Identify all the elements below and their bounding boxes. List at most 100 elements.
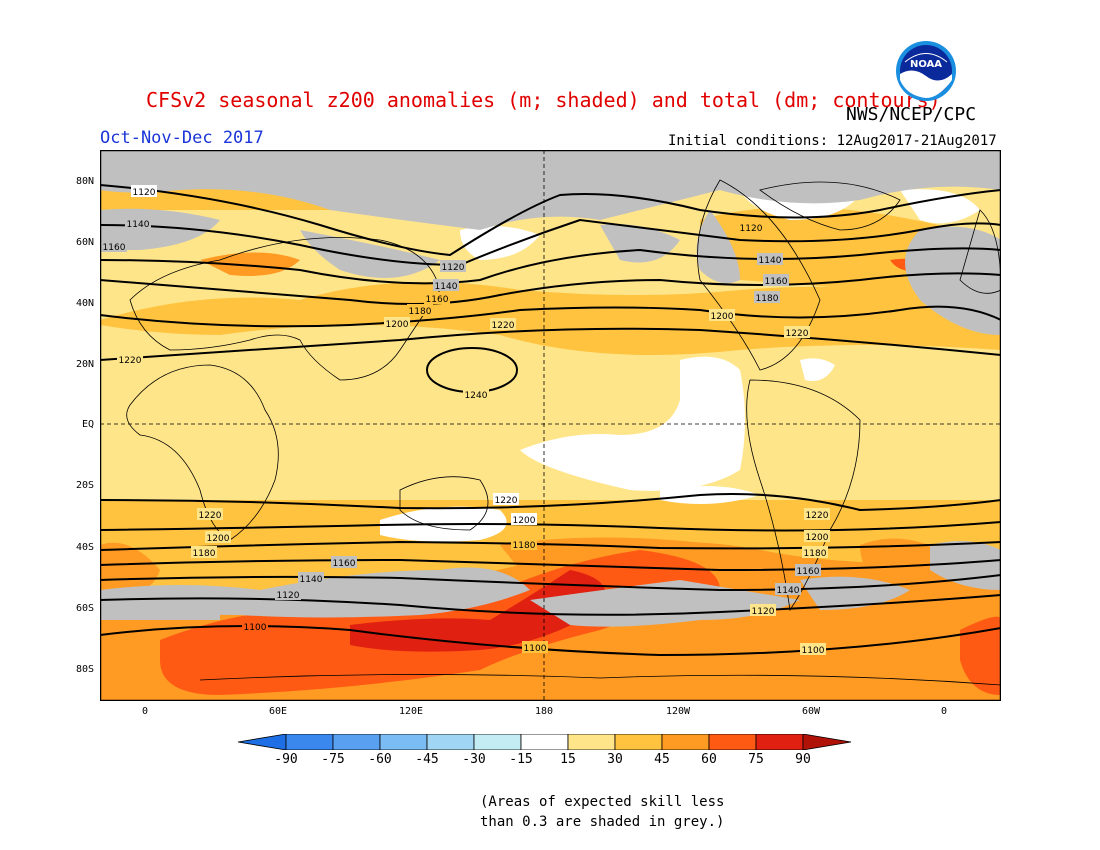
lat-label: 20N — [75, 359, 94, 370]
svg-text:1140: 1140 — [777, 586, 800, 596]
clabel-1180-d: 1180 — [511, 538, 537, 551]
svg-text:1140: 1140 — [300, 575, 323, 585]
colorbar-tick-label: -75 — [321, 752, 345, 767]
clabel-1220-a: 1220 — [117, 353, 143, 366]
colorbar-tick-label: -45 — [415, 752, 439, 767]
clabel-1200-e: 1200 — [804, 530, 830, 543]
colorbar-tick-label: 60 — [701, 752, 717, 767]
svg-text:1200: 1200 — [806, 533, 829, 543]
colorbar-tick-label: -90 — [274, 752, 298, 767]
svg-text:1160: 1160 — [103, 243, 126, 253]
svg-text:1140: 1140 — [127, 220, 150, 230]
svg-text:1120: 1120 — [277, 591, 300, 601]
contour-labels: 1240 1220 1220 1220 1220 1220 1220 1200 … — [101, 185, 830, 656]
colorbar-box — [238, 734, 287, 750]
contour-1180-north — [100, 272, 1001, 305]
clabel-1120-d: 1120 — [275, 588, 301, 601]
contour-1180 — [100, 540, 1001, 551]
clabel-1120-c: 1120 — [131, 185, 157, 198]
grid-lines — [100, 150, 1001, 701]
clabel-1140-d: 1140 — [298, 572, 324, 585]
svg-text:1200: 1200 — [711, 312, 734, 322]
contour-1140 — [100, 574, 1001, 592]
svg-text:1120: 1120 — [442, 263, 465, 273]
svg-text:1220: 1220 — [199, 511, 222, 521]
clabel-1160-a: 1160 — [424, 292, 450, 305]
colorbar-tick-label: -30 — [462, 752, 486, 767]
svg-text:1100: 1100 — [802, 646, 825, 656]
svg-text:1200: 1200 — [386, 320, 409, 330]
logo-text: NOAA — [910, 59, 942, 70]
lon-label: 60W — [801, 706, 821, 717]
contour-1160-north — [100, 247, 1001, 285]
svg-text:1120: 1120 — [133, 188, 156, 198]
lat-label: 40S — [75, 542, 94, 553]
colorbar-box — [708, 734, 757, 750]
clabel-1160-b: 1160 — [763, 274, 789, 287]
clabel-1220-f: 1220 — [804, 508, 830, 521]
svg-text:1220: 1220 — [786, 329, 809, 339]
lon-label: 120E — [398, 706, 424, 717]
svg-text:1220: 1220 — [495, 496, 518, 506]
svg-text:1180: 1180 — [193, 549, 216, 559]
season-label: Oct-Nov-Dec 2017 — [100, 128, 264, 148]
lat-label: 60S — [75, 603, 94, 614]
clabel-1200-a: 1200 — [384, 317, 410, 330]
lon-label: 120W — [665, 706, 691, 717]
agency-label: NWS/NCEP/CPC — [846, 104, 977, 125]
clabel-1140-e: 1140 — [775, 583, 801, 596]
colorbar-box — [661, 734, 710, 750]
contour-1120 — [100, 594, 1001, 616]
svg-text:1160: 1160 — [797, 567, 820, 577]
lon-label: 0 — [940, 706, 948, 717]
clabel-1140-a: 1140 — [433, 279, 459, 292]
clabel-1200-c: 1200 — [205, 531, 231, 544]
clabel-1120-a: 1120 — [440, 260, 466, 273]
clabel-1100-a: 1100 — [242, 620, 268, 633]
svg-text:1160: 1160 — [765, 277, 788, 287]
svg-text:1200: 1200 — [513, 516, 536, 526]
colorbar-box — [614, 734, 663, 750]
clabel-1100-b: 1100 — [522, 641, 548, 654]
colorbar-tick-label: 90 — [795, 752, 811, 767]
skill-note-line2: than 0.3 are shaded in grey.) — [480, 814, 725, 830]
lat-label: 80N — [75, 176, 94, 187]
contour-1140-north — [100, 218, 1001, 267]
contour-1120-north — [100, 184, 1001, 257]
clabel-1180-c: 1180 — [191, 546, 217, 559]
clabel-1180-e: 1180 — [802, 546, 828, 559]
clabel-1140-b: 1140 — [757, 253, 783, 266]
lat-label: 40N — [75, 298, 94, 309]
lon-label: 0 — [141, 706, 149, 717]
svg-text:1200: 1200 — [207, 534, 230, 544]
skill-note: (Areas of expected skill less than 0.3 a… — [480, 792, 724, 832]
clabel-1220-d: 1220 — [197, 508, 223, 521]
svg-text:1100: 1100 — [524, 644, 547, 654]
svg-text:1180: 1180 — [513, 541, 536, 551]
colorbar-box — [755, 734, 804, 750]
svg-text:1220: 1220 — [119, 356, 142, 366]
svg-text:1160: 1160 — [333, 559, 356, 569]
clabel-1160-e: 1160 — [795, 564, 821, 577]
svg-text:1220: 1220 — [492, 321, 515, 331]
colorbar-tick-label: -60 — [368, 752, 392, 767]
lat-label: 20S — [75, 480, 94, 491]
clabel-1200-b: 1200 — [709, 309, 735, 322]
shading-75-90 — [350, 570, 606, 652]
lat-label: 60N — [75, 237, 94, 248]
lon-label: 180 — [534, 706, 554, 717]
colorbar-tick-label: 45 — [654, 752, 670, 767]
svg-text:1140: 1140 — [759, 256, 782, 266]
svg-text:1120: 1120 — [752, 607, 775, 617]
colorbar-box — [473, 734, 522, 750]
svg-text:1220: 1220 — [806, 511, 829, 521]
svg-text:1160: 1160 — [426, 295, 449, 305]
colorbar-box — [285, 734, 334, 750]
clabel-1220-b: 1220 — [490, 318, 516, 331]
svg-text:1180: 1180 — [804, 549, 827, 559]
clabel-1160-c: 1160 — [101, 240, 127, 253]
clabel-1100-c: 1100 — [800, 643, 826, 656]
colorbar — [238, 734, 852, 750]
svg-text:1180: 1180 — [756, 294, 779, 304]
contour-1160 — [100, 558, 1001, 572]
